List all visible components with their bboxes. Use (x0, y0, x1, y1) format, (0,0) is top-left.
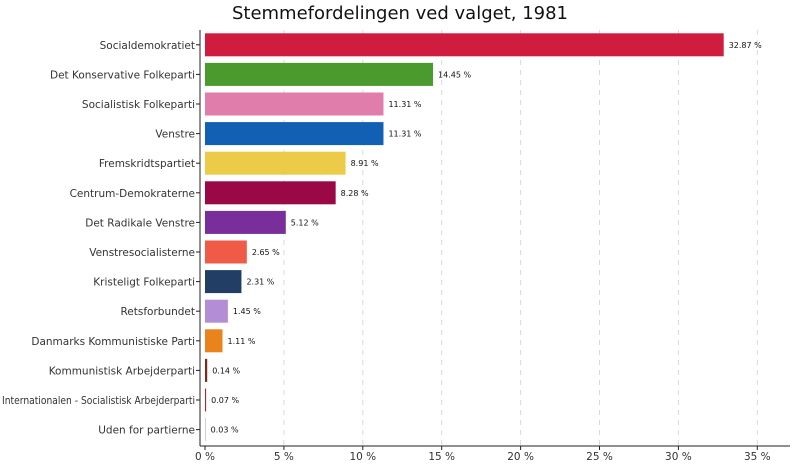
data-label: 5.12 % (291, 218, 319, 227)
category-label: Internationalen - Socialistisk Arbejderp… (2, 395, 195, 407)
category-label: Centrum-Demokraterne (70, 188, 195, 200)
category-label: Socialdemokratiet (100, 40, 195, 52)
bar (205, 181, 336, 205)
bars (205, 33, 724, 442)
x-tick-label: 0 % (195, 451, 215, 463)
bar (205, 299, 228, 323)
bar (205, 329, 223, 353)
data-label: 11.31 % (388, 130, 421, 139)
bar (205, 92, 384, 116)
category-label: Uden for partierne (98, 425, 195, 437)
data-label: 0.03 % (211, 426, 239, 435)
bar (205, 240, 247, 264)
x-tick-label: 20 % (507, 451, 534, 463)
category-label: Venstre (155, 129, 195, 141)
grid-lines (283, 30, 758, 446)
bar (205, 270, 242, 294)
bar (205, 358, 208, 382)
data-labels: 32.87 % 14.45 % 11.31 % 11.31 % 8.91 % 8.28 %… (211, 41, 763, 435)
category-label: Venstresocialisterne (89, 247, 195, 259)
category-label: Kristeligt Folkeparti (93, 277, 195, 289)
category-label: Retsforbundet (120, 306, 195, 318)
category-label: Det Radikale Venstre (85, 217, 195, 229)
data-label: 0.14 % (212, 366, 240, 375)
category-label: Socialistisk Folkeparti (82, 99, 195, 111)
x-tick-labels: 0 % 5 % 10 % 15 % 20 % 25 % 30 % 35 % (195, 446, 771, 463)
category-label: Kommunistisk Arbejderparti (49, 365, 195, 377)
data-label: 1.45 % (233, 307, 261, 316)
x-tick-label: 25 % (586, 451, 613, 463)
data-label: 2.65 % (252, 248, 280, 257)
x-tick-label: 15 % (428, 451, 455, 463)
data-label: 8.91 % (351, 159, 379, 168)
data-label: 8.28 % (341, 189, 369, 198)
data-label: 0.07 % (211, 396, 239, 405)
bar (205, 210, 286, 234)
x-tick-label: 30 % (665, 451, 692, 463)
data-label: 11.31 % (388, 100, 421, 109)
category-labels: Socialdemokratiet Det Konservative Folkep… (2, 40, 200, 437)
data-label: 1.11 % (228, 337, 256, 346)
bar (205, 62, 434, 86)
category-label: Fremskridtspartiet (99, 158, 195, 170)
x-tick-label: 35 % (744, 451, 771, 463)
bar (205, 418, 206, 442)
data-label: 32.87 % (729, 41, 762, 50)
bar (205, 388, 207, 412)
data-label: 14.45 % (438, 70, 471, 79)
bar (205, 122, 384, 146)
chart-title: Stemmefordelingen ved valget, 1981 (232, 3, 568, 24)
bar (205, 33, 724, 57)
category-label: Danmarks Kommunistiske Parti (31, 336, 195, 348)
x-tick-label: 5 % (274, 451, 294, 463)
data-label: 2.31 % (246, 278, 274, 287)
x-tick-label: 10 % (349, 451, 376, 463)
bar (205, 151, 346, 175)
category-label: Det Konservative Folkeparti (50, 69, 195, 81)
